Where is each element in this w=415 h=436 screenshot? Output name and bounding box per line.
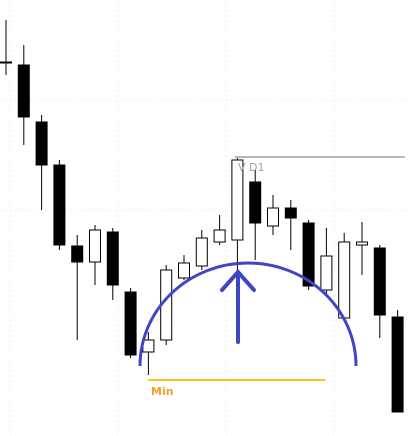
candle-body: [302, 222, 315, 287]
candle-body: [320, 255, 333, 291]
candle-body: [338, 241, 351, 319]
candles: [0, 20, 404, 413]
candle-body: [17, 64, 30, 118]
candle-body: [373, 247, 386, 316]
candle-body: [231, 159, 244, 241]
candle-body: [356, 241, 368, 246]
candle-body: [284, 207, 297, 219]
candle-body: [106, 231, 119, 286]
candle-body: [53, 164, 66, 246]
candle-body: [249, 181, 262, 224]
candle-body: [124, 291, 137, 356]
candle-body: [71, 245, 84, 263]
candle-body: [213, 229, 226, 243]
candle-body: [35, 121, 48, 166]
level-label: Min: [151, 385, 174, 398]
candle-body: [267, 207, 279, 227]
candle-body: [0, 61, 12, 64]
candle-body: [178, 262, 190, 279]
candle-body: [391, 316, 404, 413]
level-label: V D1: [238, 161, 265, 174]
arc-annotation: [138, 261, 358, 367]
candle-body: [89, 229, 101, 263]
candle-body: [195, 237, 208, 267]
arrow-annotation: [220, 268, 256, 344]
